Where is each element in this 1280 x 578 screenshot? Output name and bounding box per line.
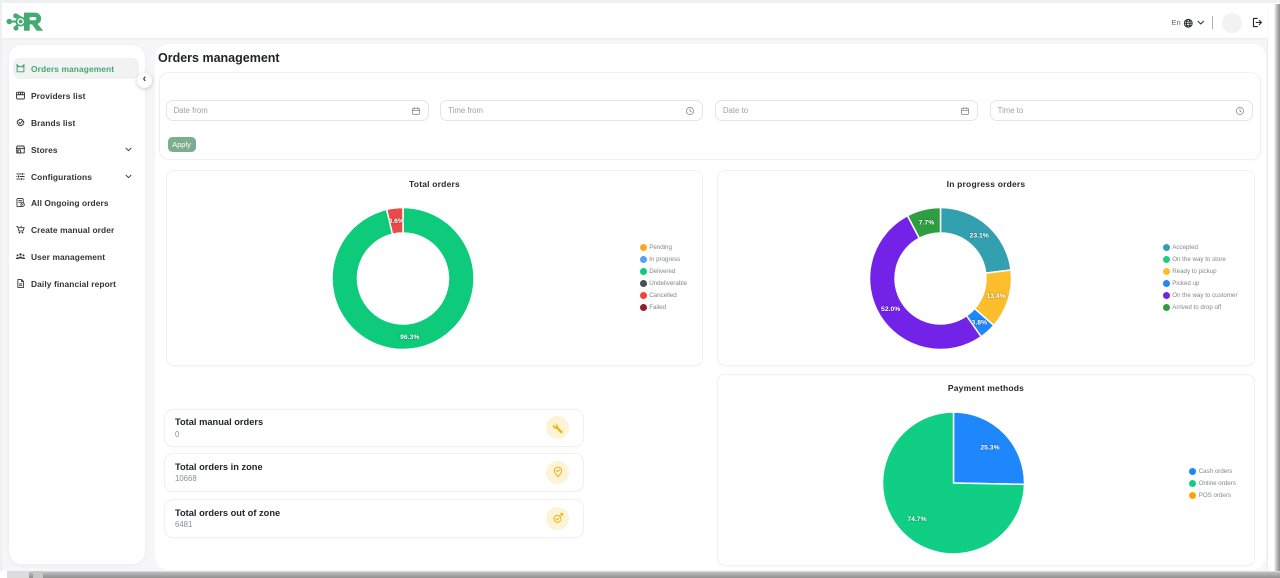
svg-text:3.8%: 3.8% (972, 319, 988, 326)
svg-text:74.7%: 74.7% (907, 516, 926, 523)
svg-text:13.4%: 13.4% (986, 293, 1005, 300)
svg-text:52.0%: 52.0% (881, 306, 900, 313)
svg-text:25.3%: 25.3% (980, 445, 999, 452)
svg-text:7.7%: 7.7% (919, 219, 935, 226)
svg-text:23.1%: 23.1% (970, 232, 989, 239)
svg-text:96.3%: 96.3% (400, 334, 419, 341)
svg-text:3.6%: 3.6% (388, 218, 404, 225)
